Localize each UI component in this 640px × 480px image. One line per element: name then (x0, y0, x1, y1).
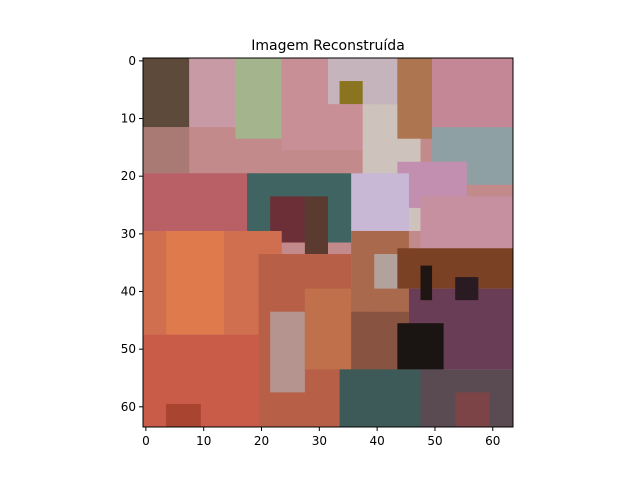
image-region (235, 58, 282, 139)
y-tick-label: 0 (128, 54, 136, 68)
image-region (143, 58, 190, 128)
x-tick-label: 10 (196, 434, 211, 448)
y-tick-label: 40 (121, 285, 136, 299)
x-tick-label: 50 (427, 434, 442, 448)
image-region (339, 369, 433, 427)
image-region (420, 196, 513, 249)
image-region (455, 392, 490, 427)
y-tick-label: 50 (121, 342, 136, 356)
x-tick-label: 0 (142, 434, 150, 448)
image-region (166, 403, 201, 427)
y-tick-label: 30 (121, 227, 136, 241)
image-region (166, 230, 224, 335)
image-region (397, 323, 444, 370)
image-region (270, 311, 305, 393)
axes: 0 10 20 30 40 50 60 0 10 20 30 40 50 60 (121, 54, 501, 448)
image-region (432, 58, 513, 139)
image-region (397, 58, 433, 139)
x-tick-label: 20 (254, 434, 269, 448)
y-tick-label: 20 (121, 169, 136, 183)
x-tick-label: 30 (312, 434, 327, 448)
image-region (351, 173, 409, 231)
image-region (339, 81, 363, 105)
y-tick-label: 10 (121, 112, 136, 126)
x-tick-label: 40 (370, 434, 385, 448)
image-region (420, 265, 433, 301)
chart-title: Imagem Reconstruída (251, 38, 405, 54)
image-region (143, 127, 190, 174)
image-pixels (143, 58, 513, 427)
x-tick-label: 60 (485, 434, 500, 448)
image-region (455, 277, 479, 301)
y-tick-label: 60 (121, 400, 136, 414)
image-region (143, 173, 259, 231)
image-region (304, 196, 328, 255)
plot-frame (142, 57, 514, 428)
